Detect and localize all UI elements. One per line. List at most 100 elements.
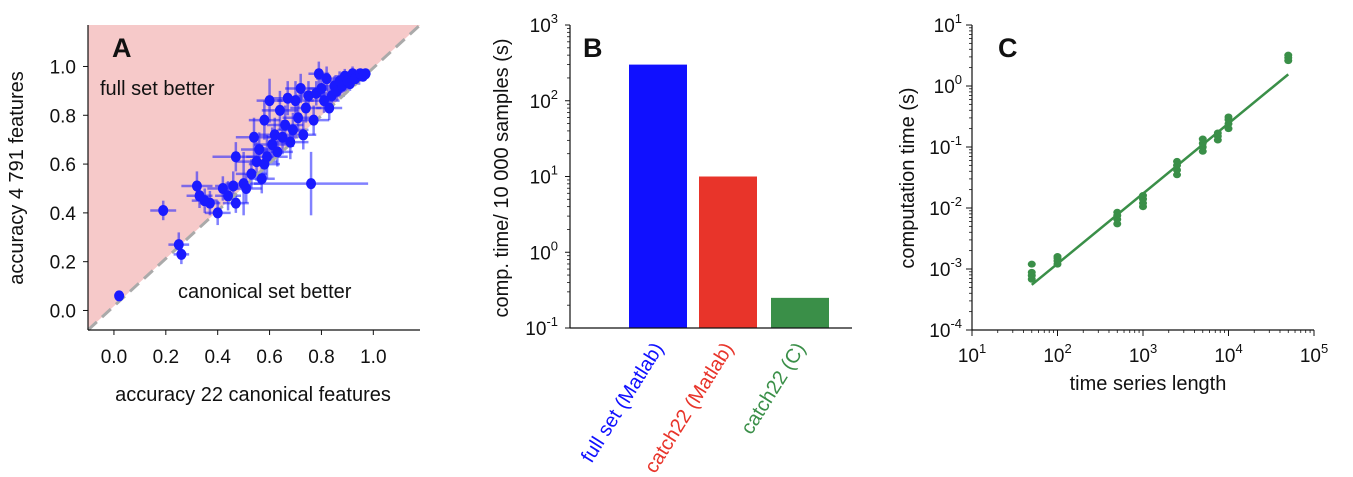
data-point bbox=[303, 90, 314, 102]
data-point bbox=[1027, 260, 1036, 268]
data-point bbox=[251, 156, 262, 168]
panel-a: 0.0 0.2 0.4 0.6 0.8 1.0 0.00.20.40.60.81.0 A … bbox=[6, 23, 422, 406]
data-point bbox=[313, 68, 324, 80]
x-tick-label: 101 bbox=[958, 341, 986, 367]
data-point bbox=[204, 197, 215, 209]
y-ticks: 10-1 100 101 102 103 bbox=[525, 11, 570, 340]
data-point bbox=[321, 73, 332, 85]
y-tick-label: 102 bbox=[530, 87, 558, 113]
data-point bbox=[308, 114, 319, 126]
y-tick-label: 10-1 bbox=[525, 314, 558, 340]
canonical-set-better-label: canonical set better bbox=[178, 281, 352, 303]
data-point bbox=[176, 248, 187, 260]
y-tick-label: 10-3 bbox=[929, 255, 962, 281]
data-point bbox=[228, 180, 239, 192]
data-point bbox=[274, 104, 285, 116]
data-point bbox=[272, 146, 283, 158]
data-point bbox=[290, 95, 301, 107]
data-point bbox=[261, 151, 272, 163]
data-point bbox=[1139, 192, 1147, 200]
y-tick-label: 0.2 bbox=[50, 253, 76, 274]
x-tick-label: 0.0 bbox=[101, 347, 127, 368]
x-tick-label: 105 bbox=[1300, 341, 1328, 367]
x-tick-label: 0.4 bbox=[204, 347, 231, 368]
data-point bbox=[1224, 113, 1233, 121]
x-axis-label: time series length bbox=[1070, 373, 1227, 395]
x-ticks: 0.0 0.2 0.4 0.6 0.8 1.0 bbox=[101, 330, 387, 368]
panel-c: 101 102 103 104 105 10-4 10-3 10-2 10-1 100 101 C… bbox=[897, 11, 1328, 395]
data-point bbox=[295, 82, 306, 94]
data-point bbox=[114, 290, 125, 302]
y-tick-label: 0.8 bbox=[50, 106, 76, 127]
data-point bbox=[246, 168, 257, 180]
data-point bbox=[306, 178, 317, 190]
data-point bbox=[1198, 135, 1207, 143]
panel-label-c: C bbox=[998, 33, 1018, 63]
y-ticks: 10-4 10-3 10-2 10-1 100 101 bbox=[929, 11, 972, 342]
data-point bbox=[191, 180, 202, 192]
scatter-points bbox=[1027, 51, 1293, 283]
data-point bbox=[1173, 171, 1182, 179]
category-label-3: catch22 (C) bbox=[737, 339, 810, 438]
y-tick-label: 100 bbox=[934, 72, 962, 98]
data-point bbox=[1284, 51, 1293, 59]
y-tick-label: 0.4 bbox=[50, 204, 77, 225]
scatter-points bbox=[114, 68, 371, 302]
data-point bbox=[1053, 253, 1062, 261]
y-tick-label: 103 bbox=[530, 11, 558, 37]
data-point bbox=[293, 112, 304, 124]
panel-label-a: A bbox=[112, 33, 132, 63]
data-point bbox=[230, 197, 241, 209]
x-ticks: 101 102 103 104 105 bbox=[958, 330, 1328, 367]
data-point bbox=[1173, 157, 1182, 165]
data-point bbox=[282, 92, 293, 104]
y-ticks: 0.0 0.2 0.4 0.6 0.8 1.0 bbox=[50, 57, 88, 322]
data-point bbox=[259, 114, 270, 126]
data-point bbox=[1027, 268, 1036, 276]
y-axis-label: computation time (s) bbox=[897, 87, 919, 268]
x-tick-label: 102 bbox=[1043, 341, 1071, 367]
data-point bbox=[254, 143, 265, 155]
data-point bbox=[269, 129, 280, 141]
bar-3 bbox=[771, 297, 829, 328]
y-tick-label: 0.6 bbox=[50, 155, 76, 176]
data-point bbox=[280, 119, 291, 131]
bars bbox=[629, 64, 829, 328]
data-point bbox=[1113, 208, 1122, 216]
data-point bbox=[287, 124, 298, 136]
x-tick-label: 104 bbox=[1214, 341, 1242, 367]
x-tick-label: 0.8 bbox=[308, 347, 334, 368]
y-axis-label: accuracy 4 791 features bbox=[6, 71, 28, 284]
fit-line bbox=[1030, 73, 1290, 286]
data-point bbox=[264, 95, 275, 107]
data-point bbox=[285, 136, 296, 148]
data-point bbox=[241, 182, 252, 194]
y-axis-label: comp. time/ 10 000 samples (s) bbox=[491, 39, 513, 318]
y-tick-label: 1.0 bbox=[50, 57, 76, 78]
x-axis-label: accuracy 22 canonical features bbox=[115, 384, 391, 406]
data-point bbox=[1213, 129, 1222, 137]
y-tick-label: 101 bbox=[934, 11, 962, 37]
full-set-better-label: full set better bbox=[100, 78, 215, 100]
data-point bbox=[158, 204, 169, 216]
data-point bbox=[360, 68, 371, 80]
data-point bbox=[173, 239, 184, 251]
y-tick-label: 10-4 bbox=[929, 316, 962, 342]
y-tick-label: 10-2 bbox=[929, 194, 962, 220]
data-point bbox=[256, 173, 267, 185]
data-point bbox=[212, 207, 223, 219]
y-tick-label: 100 bbox=[530, 238, 558, 264]
panel-label-b: B bbox=[583, 33, 603, 63]
data-point bbox=[298, 129, 309, 141]
panel-b: 10-1 100 101 102 103 full set (Matlab)catch2… bbox=[491, 11, 852, 477]
data-point bbox=[277, 131, 288, 143]
x-tick-label: 103 bbox=[1129, 341, 1157, 367]
y-tick-label: 10-1 bbox=[929, 133, 962, 159]
data-point bbox=[316, 82, 327, 94]
data-point bbox=[324, 102, 335, 114]
x-category-labels: full set (Matlab)catch22 (Matlab)catch22… bbox=[577, 339, 810, 477]
data-point bbox=[223, 190, 234, 202]
y-tick-label: 101 bbox=[530, 163, 558, 189]
y-tick-label: 0.0 bbox=[50, 301, 76, 322]
